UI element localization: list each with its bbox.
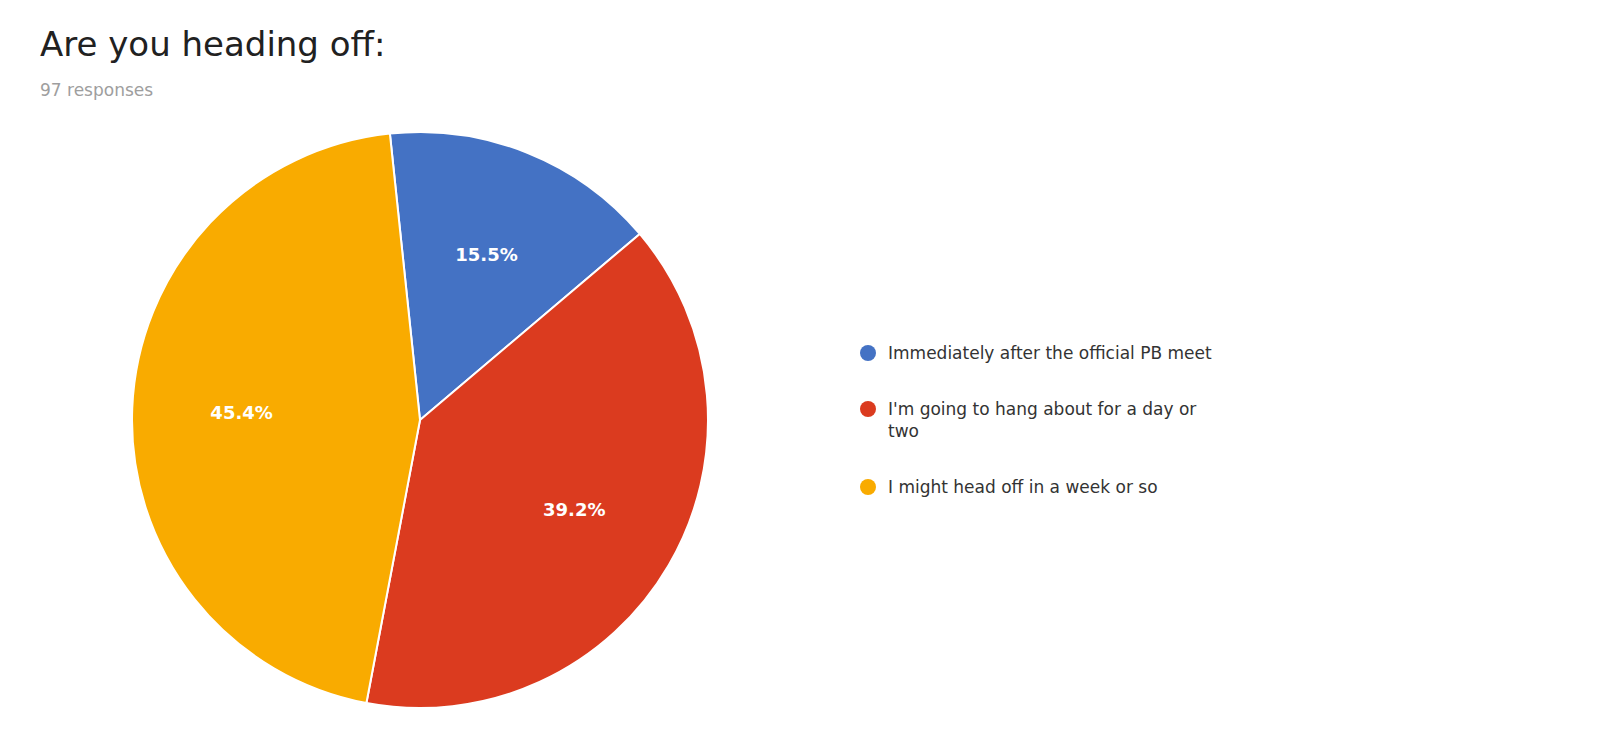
legend-marker bbox=[860, 345, 876, 361]
legend-label: I'm going to hang about for a day ortwo bbox=[888, 399, 1196, 441]
pie bbox=[132, 132, 708, 708]
data-labels: 15.5% 39.2% 45.4% bbox=[210, 244, 605, 521]
legend-item: Immediately after the official PB meet bbox=[860, 343, 1212, 363]
pie-slice bbox=[366, 234, 708, 708]
data-label: 39.2% bbox=[543, 499, 605, 520]
title: Are you heading off: bbox=[40, 24, 385, 64]
data-label: 45.4% bbox=[210, 402, 272, 423]
legend-item: I'm going to hang about for a day ortwo bbox=[860, 399, 1196, 441]
legend-item: I might head off in a week or so bbox=[860, 477, 1158, 497]
data-label: 15.5% bbox=[455, 244, 517, 265]
legend-label: I might head off in a week or so bbox=[888, 477, 1158, 497]
pie-slice bbox=[132, 134, 420, 703]
legend-marker bbox=[860, 401, 876, 417]
chart: Are you heading off: 97 responses 15.5% 39.… bbox=[0, 0, 1600, 738]
legend-marker bbox=[860, 479, 876, 495]
subtitle: 97 responses bbox=[40, 80, 153, 100]
legend: Immediately after the official PB meet I'… bbox=[860, 343, 1212, 497]
legend-label: Immediately after the official PB meet bbox=[888, 343, 1212, 363]
